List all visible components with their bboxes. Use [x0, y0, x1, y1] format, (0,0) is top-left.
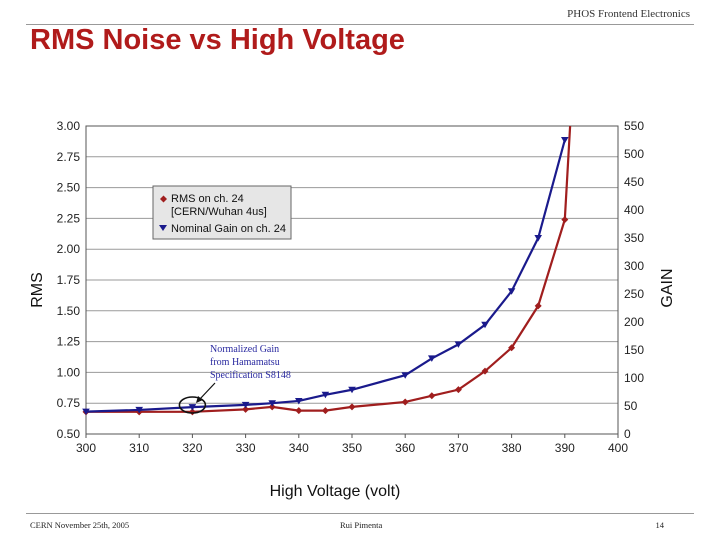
data-point-gain — [295, 397, 303, 405]
y2-axis-title: GAIN — [659, 268, 676, 307]
y2-tick-label: 50 — [624, 399, 638, 413]
annotation-line-2: from Hamamatsu — [210, 357, 280, 368]
slide-header: PHOS Frontend Electronics — [567, 8, 690, 20]
data-point-rms — [454, 386, 462, 394]
y-tick-label: 1.75 — [57, 273, 81, 287]
y2-tick-label: 550 — [624, 119, 644, 133]
data-point-rms — [534, 302, 542, 310]
data-point-rms — [242, 405, 250, 413]
x-tick-label: 300 — [76, 441, 96, 455]
chart-series — [82, 125, 572, 416]
y2-tick-label: 250 — [624, 287, 644, 301]
data-point-gain — [401, 372, 409, 379]
series-line-gain — [85, 139, 566, 413]
annotation-line-3: Specification S8148 — [210, 370, 291, 381]
data-point-gain — [507, 288, 516, 295]
data-point-gain — [82, 408, 90, 416]
data-point-gain — [561, 137, 569, 144]
header-divider — [26, 24, 694, 25]
footer-date: CERN November 25th, 2005 — [30, 520, 130, 530]
y2-tick-labels: 0 50 100 150 200 250 300 350 400 450 500 550 — [624, 119, 644, 441]
data-point-gain — [241, 401, 250, 409]
series-line-rms — [86, 125, 572, 413]
data-point-rms — [321, 407, 329, 415]
y-tick-label: 1.25 — [57, 335, 81, 349]
footer-divider — [26, 513, 694, 514]
data-point-rms — [348, 403, 356, 411]
legend: RMS on ch. 24 [CERN/Wuhan 4us] Nominal G… — [152, 185, 292, 240]
y-tick-label: 2.50 — [57, 181, 81, 195]
y-tick-label: 2.00 — [57, 242, 81, 256]
slide-title: RMS Noise vs High Voltage — [30, 24, 405, 56]
y-axis-title: RMS — [29, 272, 46, 308]
y-tick-label: 0.75 — [57, 396, 81, 410]
x-axis-title: High Voltage (volt) — [270, 483, 401, 500]
data-point-rms — [428, 392, 436, 400]
y-tick-labels: 0.50 0.75 1.00 1.25 1.50 1.75 2.00 2.25 2.50 2.75… — [57, 119, 81, 441]
y-tick-label: 1.50 — [57, 304, 81, 318]
legend-marker-rms — [160, 195, 167, 203]
data-point-gain — [188, 404, 197, 411]
legend-label-rms-line1: RMS on ch. 24 — [171, 193, 244, 205]
x-tick-label: 400 — [608, 441, 628, 455]
data-point-rms — [561, 216, 569, 224]
annotation: Normalized Gain from Hamamatsu Specifica… — [178, 344, 291, 414]
y2-tick-label: 500 — [624, 147, 644, 161]
y2-tick-label: 0 — [624, 427, 631, 441]
x-tick-label: 390 — [555, 441, 575, 455]
data-point-gain — [428, 355, 436, 362]
x-tick-label: 380 — [502, 441, 522, 455]
legend-label-rms-line2: [CERN/Wuhan 4us] — [171, 206, 267, 218]
data-point-rms — [508, 344, 516, 352]
data-point-gain — [454, 341, 463, 348]
data-point-gain — [481, 321, 489, 329]
data-point-gain — [135, 406, 143, 414]
data-point-gain — [268, 400, 276, 407]
data-point-gain — [321, 391, 330, 399]
x-tick-label: 320 — [182, 441, 202, 455]
plot-area-frame — [85, 125, 619, 435]
data-point-gain — [348, 386, 356, 394]
legend-marker-gain — [159, 225, 167, 231]
y2-tick-label: 400 — [624, 203, 644, 217]
page-number: 14 — [655, 520, 665, 530]
legend-box — [152, 185, 292, 240]
y2-tick-label: 450 — [624, 175, 644, 189]
y2-tick-label: 150 — [624, 343, 644, 357]
y2-tick-label: 200 — [624, 315, 644, 329]
y2-tick-label: 100 — [624, 371, 644, 385]
y-tick-label: 2.25 — [57, 211, 81, 225]
x-tick-label: 330 — [236, 441, 256, 455]
data-point-rms — [295, 407, 303, 415]
annotation-arrow — [198, 382, 216, 401]
y-tick-label: 1.00 — [57, 365, 81, 379]
x-tick-label: 340 — [289, 441, 309, 455]
annotation-circle — [178, 396, 207, 414]
x-tick-label: 350 — [342, 441, 362, 455]
y2-tick-label: 300 — [624, 259, 644, 273]
data-point-gain — [534, 235, 542, 242]
x-tick-labels: 300 310 320 330 340 350 360 370 380 390 400 — [76, 441, 628, 455]
x-tick-label: 360 — [395, 441, 415, 455]
data-point-rms — [481, 367, 489, 375]
y-tick-label: 2.75 — [57, 150, 81, 164]
annotation-line-1: Normalized Gain — [210, 344, 279, 355]
x-tick-label: 310 — [129, 441, 149, 455]
legend-label-gain: Nominal Gain on ch. 24 — [171, 223, 286, 235]
x-tick-label: 370 — [448, 441, 468, 455]
y-tick-label: 3.00 — [57, 119, 81, 133]
data-point-rms — [268, 403, 276, 411]
data-point-rms — [401, 398, 409, 406]
y-tick-label: 0.50 — [57, 427, 81, 441]
y2-tick-label: 350 — [624, 231, 644, 245]
footer-author: Rui Pimenta — [340, 520, 383, 530]
